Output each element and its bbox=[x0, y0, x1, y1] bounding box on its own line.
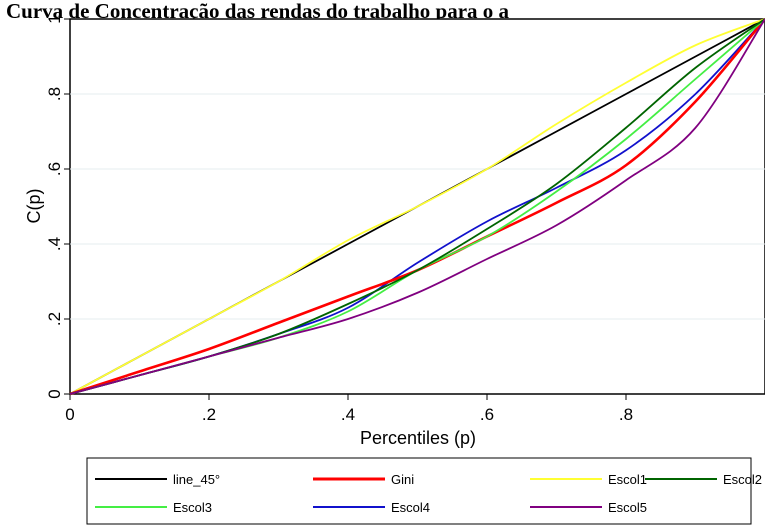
legend-box bbox=[86, 457, 752, 525]
chart-title: Curva de Concentração das rendas do trab… bbox=[6, 0, 510, 23]
y-tick-label: .8 bbox=[45, 87, 64, 101]
legend-label: Gini bbox=[391, 472, 414, 487]
x-tick-label: .8 bbox=[619, 405, 633, 424]
grid-lines bbox=[70, 93, 765, 320]
legend-label: Escol3 bbox=[173, 500, 212, 515]
series-line-escol5 bbox=[69, 18, 765, 395]
y-axis-title: C(p) bbox=[24, 189, 44, 224]
legend-label: line_45° bbox=[173, 472, 220, 487]
legend-label: Escol4 bbox=[391, 500, 430, 515]
x-tick-label: 0 bbox=[65, 405, 74, 424]
y-tick-label: .6 bbox=[45, 162, 64, 176]
x-tick-label: .4 bbox=[341, 405, 355, 424]
x-tick-label: .6 bbox=[480, 405, 494, 424]
legend-label: Escol1 bbox=[608, 472, 647, 487]
y-tick-label: .2 bbox=[45, 312, 64, 326]
legend-label: Escol2 bbox=[723, 472, 762, 487]
y-tick-label: 0 bbox=[45, 389, 64, 398]
x-axis-title: Percentiles (p) bbox=[360, 428, 476, 448]
axes: 0 .2 .4 .6 .8 1 0 .2 .4 .6 .8 bbox=[45, 14, 633, 424]
y-tick-label: .4 bbox=[45, 237, 64, 251]
series-lines bbox=[69, 18, 765, 396]
series-line-escol1 bbox=[69, 18, 765, 395]
legend-label: Escol5 bbox=[608, 500, 647, 515]
y-tick-label: 1 bbox=[45, 14, 64, 23]
legend: line_45° Gini Escol1 Escol2 Escol3 Escol4 Esco… bbox=[95, 472, 762, 515]
x-tick-label: .2 bbox=[202, 405, 216, 424]
